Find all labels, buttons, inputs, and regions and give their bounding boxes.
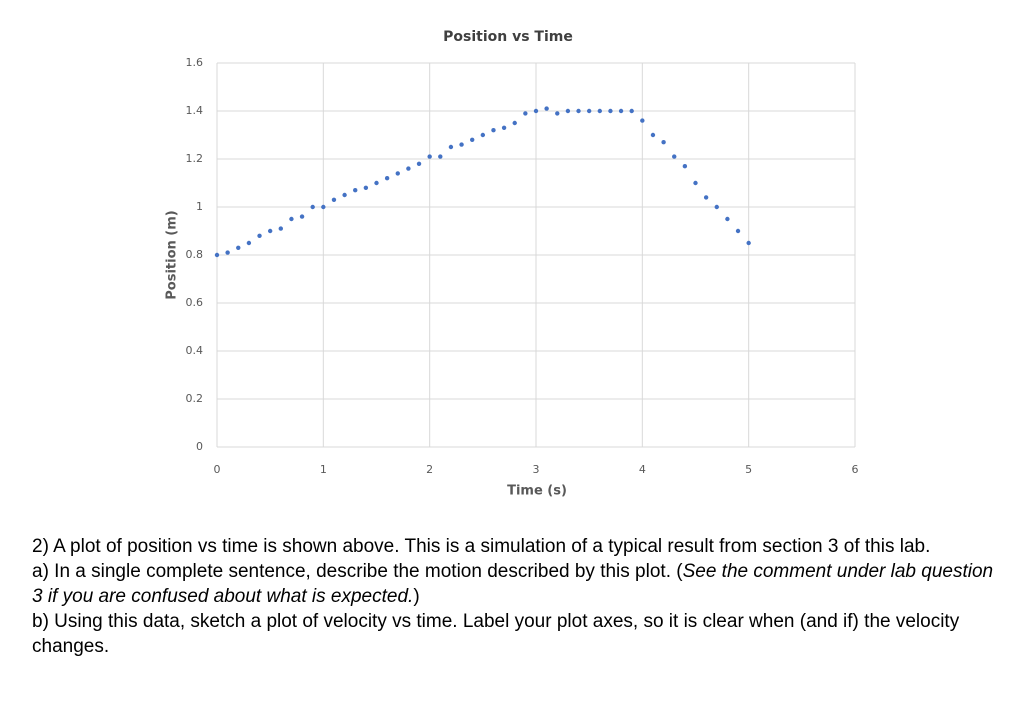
data-point — [246, 240, 252, 246]
x-tick-label: 0 — [214, 463, 221, 476]
data-point — [438, 154, 443, 159]
y-tick-label: 1 — [196, 200, 203, 213]
y-tick-label: 1.4 — [186, 104, 204, 117]
data-point — [310, 204, 315, 210]
data-point — [214, 252, 220, 258]
data-point — [586, 108, 592, 114]
data-point — [395, 171, 400, 176]
data-point — [725, 216, 730, 222]
x-tick-label: 6 — [852, 463, 859, 476]
x-tick-label: 4 — [639, 463, 646, 476]
data-point — [278, 226, 283, 231]
data-point — [693, 180, 698, 186]
y-tick-label: 0.2 — [186, 392, 204, 405]
question-intro: 2) A plot of position vs time is shown a… — [32, 536, 931, 557]
data-point — [480, 132, 486, 138]
data-point — [544, 106, 549, 111]
x-tick-label: 2 — [426, 463, 433, 476]
data-point — [597, 108, 602, 114]
data-point — [576, 108, 581, 114]
question-a: a) In a single complete sentence, descri… — [32, 559, 994, 609]
x-tick-label: 1 — [320, 463, 327, 476]
y-tick-label: 0.8 — [186, 248, 204, 261]
data-point — [714, 204, 719, 210]
data-point — [491, 128, 496, 133]
x-tick-label: 5 — [745, 463, 752, 476]
data-point — [512, 120, 517, 126]
data-point — [555, 111, 560, 116]
data-point — [533, 108, 539, 114]
question-a-text: a) In a single complete sentence, descri… — [32, 561, 683, 582]
data-point — [672, 154, 677, 159]
data-point — [608, 108, 613, 114]
y-tick-label: 0.4 — [186, 344, 204, 357]
data-point — [650, 132, 656, 138]
data-point — [459, 142, 464, 147]
x-tick-label: 3 — [533, 463, 540, 476]
data-point — [353, 188, 358, 193]
data-point — [448, 144, 454, 150]
data-point — [682, 164, 688, 169]
data-point — [703, 195, 709, 200]
data-point — [661, 140, 666, 145]
data-point — [236, 245, 241, 250]
data-point — [618, 108, 624, 114]
data-point — [427, 154, 432, 159]
data-point — [363, 185, 369, 190]
data-point — [565, 108, 571, 114]
y-tick-label: 1.2 — [186, 152, 204, 165]
data-point — [735, 228, 741, 234]
data-point — [331, 197, 337, 202]
data-point — [267, 228, 273, 234]
y-tick-label: 0.6 — [186, 296, 204, 309]
chart: Position vs Time Time (s) Position (m) 0… — [165, 29, 859, 499]
data-point — [321, 204, 326, 210]
data-point — [406, 166, 411, 171]
data-point — [257, 233, 262, 238]
data-point — [470, 137, 475, 142]
data-point — [746, 240, 751, 246]
question-b: b) Using this data, sketch a plot of vel… — [32, 611, 960, 657]
data-point — [416, 161, 422, 166]
data-point — [225, 250, 230, 255]
question-a-note: See the comment under lab question 3 if … — [32, 561, 994, 607]
y-tick-label: 1.6 — [186, 56, 204, 69]
data-point — [501, 125, 507, 130]
question-a-close: ) — [413, 586, 420, 607]
y-axis-label: Position (m) — [165, 210, 180, 299]
data-point — [523, 111, 528, 116]
data-point — [640, 118, 645, 123]
chart-title: Position vs Time — [443, 29, 573, 45]
x-axis-label: Time (s) — [507, 484, 567, 499]
data-point — [289, 216, 294, 222]
question: 2) A plot of position vs time is shown a… — [32, 534, 994, 659]
data-point — [299, 214, 305, 219]
data-point — [374, 180, 379, 186]
data-point — [342, 192, 347, 198]
y-tick-label: 0 — [196, 440, 203, 453]
data-point — [629, 108, 634, 114]
data-point — [384, 176, 390, 181]
